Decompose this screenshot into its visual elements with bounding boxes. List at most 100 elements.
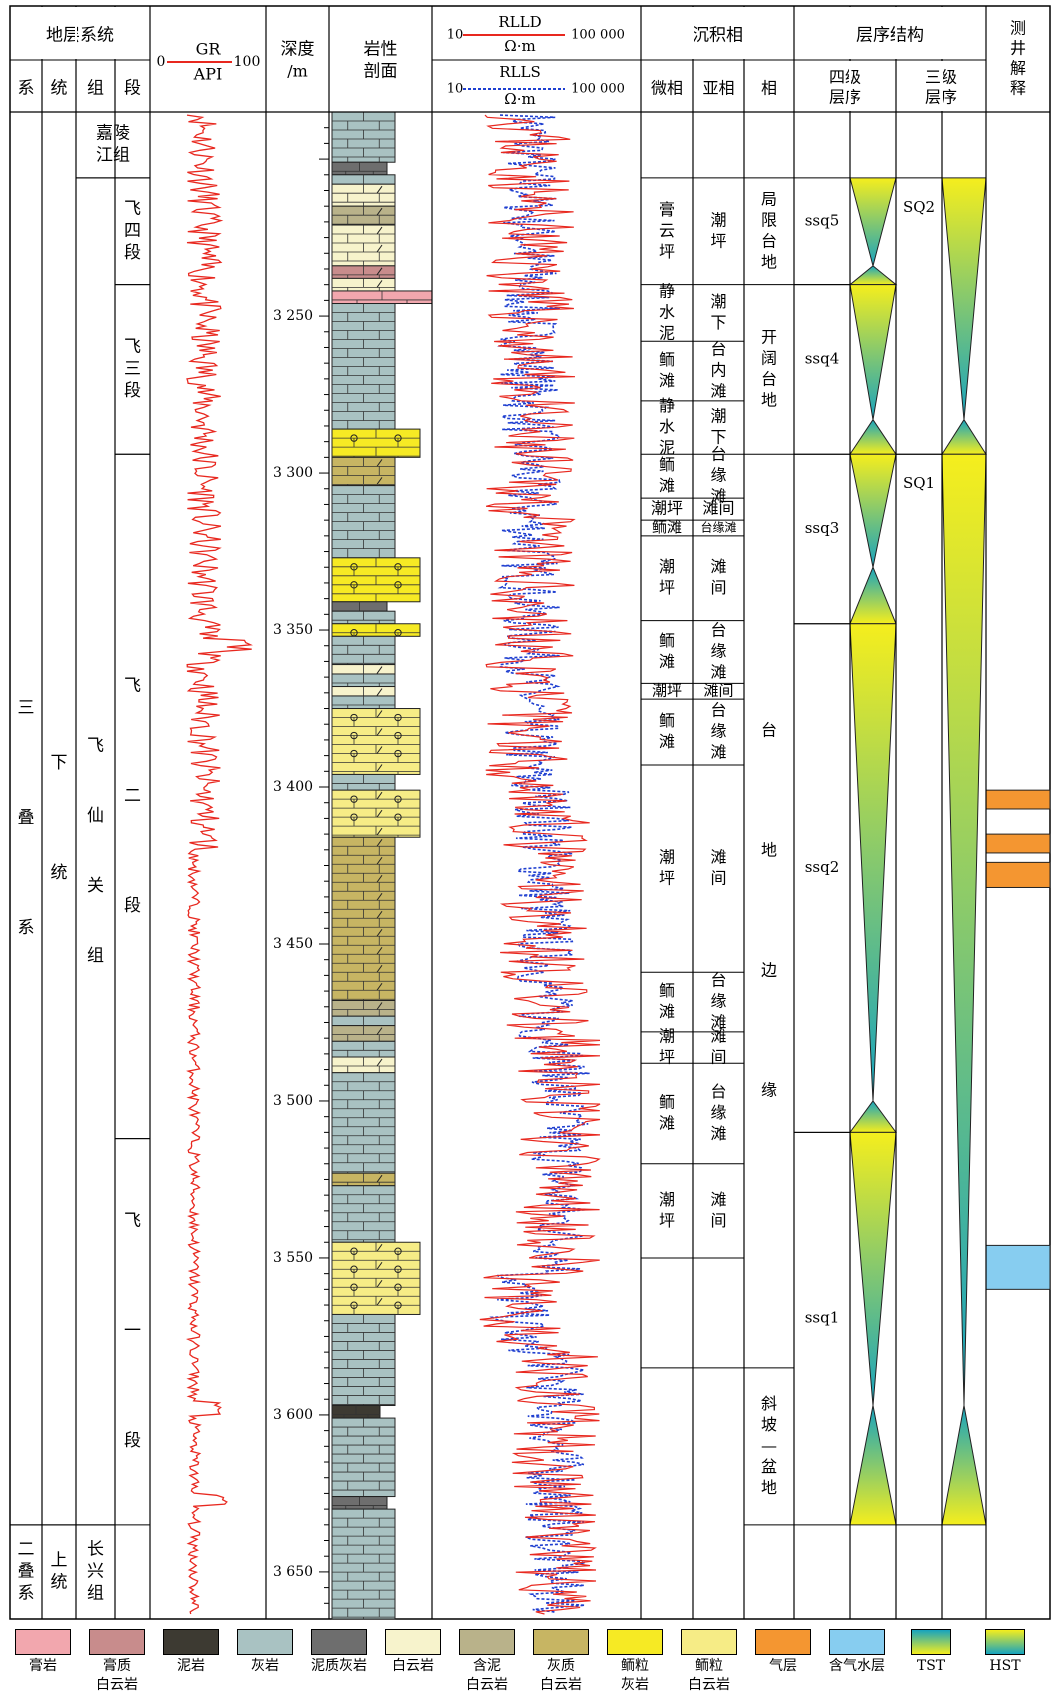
legend-label: 含泥 xyxy=(473,1658,501,1674)
strat-formation-1-char: 组 xyxy=(87,946,104,966)
facies-sub-4-char: 潮 xyxy=(710,407,726,426)
legend-swatch xyxy=(911,1629,951,1655)
facies-sub-4-char: 下 xyxy=(710,428,726,447)
facies-facies-4-char: — xyxy=(761,1436,777,1455)
strat-member-1-char: 三 xyxy=(124,359,141,379)
facies-sub-14-char: 滩 xyxy=(710,1027,726,1046)
depth-label: 3 450 xyxy=(273,936,313,952)
facies-sub-6: 滩间 xyxy=(702,499,734,518)
strat-member-1-char: 飞 xyxy=(124,337,141,357)
rlld-label: RLLD xyxy=(498,13,541,31)
facies-micro-8: 潮坪 xyxy=(659,557,675,597)
facies-facies-3-char: 台 xyxy=(761,721,777,740)
dolomite-mark xyxy=(376,838,383,847)
legend-swatch xyxy=(311,1629,367,1655)
legend-label: 鲕粒 xyxy=(695,1658,723,1674)
litho-label: 岩性 xyxy=(364,40,398,60)
facies-sub-3: 台内滩 xyxy=(710,340,726,401)
legend-swatch xyxy=(829,1629,885,1655)
facies-micro-12: 潮坪 xyxy=(659,848,675,888)
litho-bed xyxy=(331,428,421,458)
facies-sub-10: 滩间 xyxy=(703,681,733,699)
legend-label: 泥岩 xyxy=(177,1658,205,1674)
litho-bed xyxy=(331,1172,396,1187)
strat-member-2-char: 二 xyxy=(124,786,141,806)
interpretation-column xyxy=(985,789,1051,1290)
well-log-chart: 地层系统系统组段GR0 100API深度/m岩性剖面RLLD10 100 000Ω·… xyxy=(9,5,1051,1620)
seq-tst-wedge xyxy=(849,418,897,455)
litho-bed xyxy=(331,1056,396,1074)
facies-facies-4-char: 地 xyxy=(761,1478,777,1497)
facies-sub-13-char: 台 xyxy=(710,971,726,990)
facies-micro-5-char: 滩 xyxy=(659,476,675,495)
facies-micro-6: 潮坪 xyxy=(651,499,683,518)
seq-hst-wedge xyxy=(849,284,897,420)
legend-label: 含气水层 xyxy=(829,1658,885,1674)
facies-sub-12: 滩间 xyxy=(710,848,726,888)
litho-bed xyxy=(331,224,396,267)
strat-formation-0a: 嘉陵 xyxy=(96,124,130,144)
facies-columns: 膏云坪静水泥鲕滩静水泥鲕滩潮坪鲕滩潮坪鲕滩潮坪鲕滩潮坪鲕滩潮坪鲕滩潮坪潮坪潮下台… xyxy=(641,111,794,1526)
strat-formation-2-char: 兴 xyxy=(87,1561,104,1581)
seq-hst-wedge xyxy=(849,453,897,568)
legend-label: 白云岩 xyxy=(96,1677,138,1693)
strat-system-1-char: 叠 xyxy=(18,1561,35,1581)
seq-label-SQ2: SQ2 xyxy=(903,198,935,216)
depth-unit: /m xyxy=(287,62,308,81)
ooid-mark xyxy=(350,813,358,821)
facies-facies-1-char: 局 xyxy=(761,189,777,208)
legend-swatch xyxy=(607,1629,663,1655)
depth-label: 3 350 xyxy=(273,622,313,638)
facies-micro-7: 鲕滩 xyxy=(652,518,682,536)
facies-micro-4-char: 静 xyxy=(659,396,675,415)
litho-bed xyxy=(331,290,433,305)
facies-facies-3-char: 边 xyxy=(761,961,777,980)
litho-bed xyxy=(331,277,396,292)
strat-member-3-char: 段 xyxy=(124,1431,141,1451)
dolomite-mark xyxy=(376,459,383,467)
dolomite-mark xyxy=(376,244,383,253)
legend-label: 灰质 xyxy=(547,1658,575,1674)
facies-sub-5-char: 滩 xyxy=(710,487,726,506)
ooid-mark xyxy=(394,629,402,637)
rlls-max: 100 000 xyxy=(571,82,625,97)
legend-item-marly_limestone: 泥质灰岩 xyxy=(304,1625,374,1674)
depth-track: 3 250 3 300 3 350 3 400 3 450 3 500 3 550 3 600… xyxy=(273,111,329,1620)
dolomite-mark xyxy=(376,1027,383,1035)
legend-label: 膏质 xyxy=(103,1658,131,1674)
facies-micro-13-char: 滩 xyxy=(659,1002,675,1021)
strat-system-0-char: 系 xyxy=(18,918,35,938)
frame xyxy=(9,5,1051,1620)
dolomite-mark xyxy=(376,1297,383,1306)
seq-label-ssq2: ssq2 xyxy=(805,858,840,876)
dolomite-mark xyxy=(376,1243,383,1252)
facies-micro-1-char: 坪 xyxy=(659,242,675,261)
seq-hst-wedge xyxy=(941,453,987,1406)
depth-label: 3 300 xyxy=(273,465,313,481)
dolomite-mark xyxy=(376,666,383,674)
strat-member-3: 飞一段 xyxy=(124,1211,141,1451)
facies-micro-9: 鲕滩 xyxy=(659,631,675,671)
ooid-mark xyxy=(394,1247,402,1255)
gr-label: GR xyxy=(196,40,222,59)
strat-system-1: 二叠系 xyxy=(18,1539,35,1603)
legend-label: 泥质灰岩 xyxy=(311,1658,367,1674)
strat-series-1-char: 统 xyxy=(51,1572,68,1592)
interp-title-char: 井 xyxy=(1010,39,1026,58)
seq-hst-wedge xyxy=(849,177,897,268)
dolomite-mark xyxy=(376,207,383,216)
strat-member-3-char: 一 xyxy=(124,1321,141,1341)
facies-micro-12-char: 坪 xyxy=(659,869,675,888)
facies-micro-14: 潮坪 xyxy=(659,1027,675,1067)
rlld-unit: Ω·m xyxy=(504,37,535,55)
facies-micro-2-char: 静 xyxy=(659,281,675,300)
strat-formation-2: 长兴组 xyxy=(87,1539,104,1603)
facies-micro-4-char: 泥 xyxy=(659,438,675,457)
depth-label: 3 600 xyxy=(273,1407,313,1423)
dolomite-mark xyxy=(376,267,383,276)
dolomite-mark xyxy=(376,1261,383,1270)
facies-sub-11-char: 台 xyxy=(710,701,726,720)
facies-micro-9-char: 鲕 xyxy=(659,631,675,650)
facies-sub-7: 台缘滩 xyxy=(700,519,736,534)
facies-micro-15: 鲕滩 xyxy=(659,1093,675,1133)
